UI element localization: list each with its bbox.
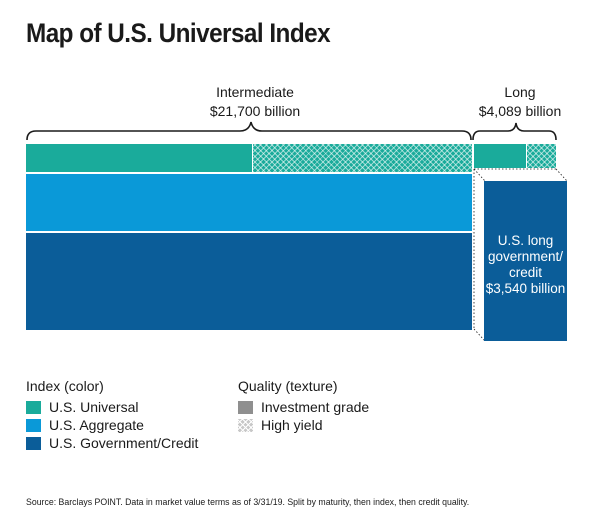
legend-item-investment-grade: Investment grade: [238, 399, 369, 415]
intermediate-value: $21,700 billion: [209, 103, 301, 119]
intermediate-universal-investment-grade: [26, 144, 252, 172]
high-yield-swatch: [238, 418, 253, 432]
legend-item-aggregate: U.S. Aggregate: [26, 417, 144, 433]
long-block-line-1: U.S. long: [497, 233, 554, 248]
legend-label-universal: U.S. Universal: [49, 399, 139, 415]
legend-label-high-yield: High yield: [261, 417, 323, 433]
aggregate-swatch: [26, 418, 41, 432]
long-block-line-4: $3,540 billion: [485, 281, 566, 296]
legend-label-aggregate: U.S. Aggregate: [49, 417, 144, 433]
page-title: Map of U.S. Universal Index: [26, 18, 331, 48]
long-value: $4,089 billion: [478, 103, 562, 119]
long-block-extrusion: [473, 168, 568, 342]
universal-swatch: [26, 400, 41, 414]
intermediate-government-credit: [26, 233, 472, 330]
long-block-line-2: government/: [487, 249, 564, 264]
intermediate-aggregate: [26, 174, 472, 231]
government-credit-swatch: [26, 436, 41, 450]
legend-quality-title: Quality (texture): [238, 378, 338, 394]
intermediate-label: Intermediate $21,700 billion: [190, 83, 320, 121]
intermediate-name: Intermediate: [216, 84, 294, 100]
source-note: Source: Barclays POINT. Data in market v…: [26, 497, 470, 508]
legend-index-title: Index (color): [26, 378, 104, 394]
legend-label-government-credit: U.S. Government/Credit: [49, 435, 199, 451]
long-universal-high-yield: [527, 144, 556, 168]
long-label: Long $4,089 billion: [465, 83, 575, 121]
intermediate-universal-high-yield: [253, 144, 472, 172]
legend-item-universal: U.S. Universal: [26, 399, 138, 415]
long-government-credit-block: U.S. long government/ credit $3,540 bill…: [484, 181, 567, 341]
long-block-line-3: credit: [508, 265, 542, 280]
investment-grade-swatch: [238, 400, 253, 414]
legend-item-high-yield: High yield: [238, 417, 322, 433]
intermediate-bracket: [26, 121, 472, 141]
long-name: Long: [504, 84, 536, 100]
legend-label-investment-grade: Investment grade: [261, 399, 370, 415]
legend-item-government-credit: U.S. Government/Credit: [26, 435, 198, 451]
long-universal-investment-grade: [474, 144, 526, 168]
long-bracket: [472, 122, 557, 141]
